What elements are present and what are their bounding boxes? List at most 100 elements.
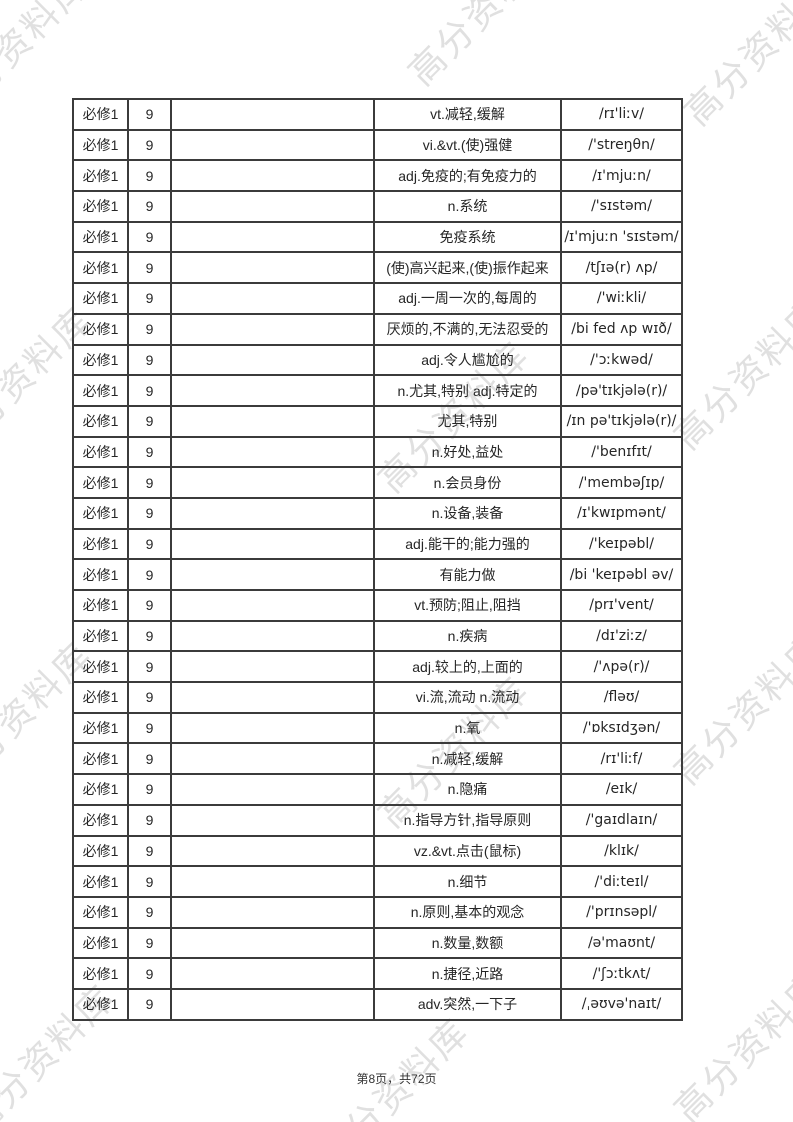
cell-phonetic: /'keɪpəbl/: [560, 527, 683, 561]
cell-meaning: vi.&vt.(使)强健: [373, 128, 562, 162]
cell-meaning: n.捷径,近路: [373, 957, 562, 990]
watermark: 高分资料库: [676, 0, 793, 134]
cell-unit: 9: [127, 650, 172, 684]
cell-book: 必修1: [72, 773, 129, 806]
cell-phonetic: /rɪ'liːf/: [560, 742, 683, 776]
cell-word: [170, 159, 375, 193]
cell-book: 必修1: [72, 650, 129, 684]
cell-meaning: adj.能干的;能力强的: [373, 527, 562, 561]
table-row: 必修1 9 尤其,特别 /ɪn pə'tɪkjələ(r)/: [72, 404, 683, 438]
cell-book: 必修1: [72, 404, 129, 438]
cell-book: 必修1: [72, 496, 129, 530]
cell-book: 必修1: [72, 803, 129, 837]
cell-word: [170, 895, 375, 929]
cell-word: [170, 220, 375, 254]
cell-word: [170, 803, 375, 837]
cell-book: 必修1: [72, 312, 129, 346]
cell-phonetic: /'ɒksɪdʒən/: [560, 711, 683, 745]
cell-meaning: n.会员身份: [373, 466, 562, 499]
cell-unit: 9: [127, 527, 172, 561]
table-row: 必修1 9 n.细节 /'diːteɪl/: [72, 865, 683, 898]
cell-phonetic: /'benɪfɪt/: [560, 435, 683, 469]
cell-word: [170, 128, 375, 162]
cell-book: 必修1: [72, 527, 129, 561]
cell-word: [170, 711, 375, 745]
cell-meaning: 免疫系统: [373, 220, 562, 254]
cell-word: [170, 343, 375, 377]
cell-meaning: adj.较上的,上面的: [373, 650, 562, 684]
cell-meaning: adj.免疫的;有免疫力的: [373, 159, 562, 193]
cell-phonetic: /'ʃɔːtkʌt/: [560, 957, 683, 990]
cell-book: 必修1: [72, 128, 129, 162]
cell-word: [170, 374, 375, 407]
cell-meaning: 厌烦的,不满的,无法忍受的: [373, 312, 562, 346]
cell-phonetic: /'ʌpə(r)/: [560, 650, 683, 684]
cell-phonetic: /klɪk/: [560, 834, 683, 868]
cell-phonetic: /'ɔːkwəd/: [560, 343, 683, 377]
cell-phonetic: /'gaɪdlaɪn/: [560, 803, 683, 837]
cell-book: 必修1: [72, 159, 129, 193]
cell-word: [170, 98, 375, 131]
table-row: 必修1 9 免疫系统 /ɪ'mjuːn 'sɪstəm/: [72, 220, 683, 254]
cell-unit: 9: [127, 742, 172, 776]
cell-book: 必修1: [72, 619, 129, 653]
cell-word: [170, 957, 375, 990]
cell-unit: 9: [127, 834, 172, 868]
cell-word: [170, 282, 375, 315]
cell-unit: 9: [127, 865, 172, 898]
cell-unit: 9: [127, 987, 172, 1021]
cell-meaning: 尤其,特别: [373, 404, 562, 438]
cell-unit: 9: [127, 957, 172, 990]
cell-meaning: n.系统: [373, 190, 562, 223]
cell-book: 必修1: [72, 466, 129, 499]
watermark: 高分资料库: [400, 0, 568, 94]
cell-phonetic: /'prɪnsəpl/: [560, 895, 683, 929]
cell-meaning: n.设备,装备: [373, 496, 562, 530]
cell-unit: 9: [127, 343, 172, 377]
cell-unit: 9: [127, 681, 172, 714]
cell-unit: 9: [127, 619, 172, 653]
cell-book: 必修1: [72, 589, 129, 622]
cell-book: 必修1: [72, 865, 129, 898]
cell-phonetic: /'diːteɪl/: [560, 865, 683, 898]
cell-book: 必修1: [72, 220, 129, 254]
cell-word: [170, 190, 375, 223]
cell-phonetic: /'streŋθn/: [560, 128, 683, 162]
cell-phonetic: /prɪ'vent/: [560, 589, 683, 622]
cell-unit: 9: [127, 496, 172, 530]
cell-meaning: vi.流,流动 n.流动: [373, 681, 562, 714]
cell-unit: 9: [127, 435, 172, 469]
cell-phonetic: /ɪn pə'tɪkjələ(r)/: [560, 404, 683, 438]
table-row: 必修1 9 vt.预防;阻止,阻挡 /prɪ'vent/: [72, 589, 683, 622]
cell-unit: 9: [127, 558, 172, 591]
cell-phonetic: /ɪ'mjuːn 'sɪstəm/: [560, 220, 683, 254]
cell-book: 必修1: [72, 343, 129, 377]
cell-unit: 9: [127, 711, 172, 745]
cell-meaning: (使)高兴起来,(使)振作起来: [373, 251, 562, 285]
cell-meaning: n.隐痛: [373, 773, 562, 806]
table-row: 必修1 9 adv.突然,一下子 /ˌəʊvə'naɪt/: [72, 987, 683, 1021]
table-row: 必修1 9 n.系统 /'sɪstəm/: [72, 190, 683, 223]
cell-word: [170, 466, 375, 499]
table-row: 必修1 9 n.数量,数额 /ə'maʊnt/: [72, 926, 683, 960]
table-row: 必修1 9 adj.令人尴尬的 /'ɔːkwəd/: [72, 343, 683, 377]
page-footer: 第8页，共72页: [356, 1072, 437, 1086]
cell-book: 必修1: [72, 251, 129, 285]
cell-meaning: 有能力做: [373, 558, 562, 591]
cell-unit: 9: [127, 803, 172, 837]
cell-phonetic: /fləʊ/: [560, 681, 683, 714]
table-row: 必修1 9 n.设备,装备 /ɪ'kwɪpmənt/: [72, 496, 683, 530]
cell-unit: 9: [127, 374, 172, 407]
cell-unit: 9: [127, 190, 172, 223]
cell-phonetic: /bi fed ʌp wɪð/: [560, 312, 683, 346]
cell-phonetic: /tʃɪə(r) ʌp/: [560, 251, 683, 285]
table-row: 必修1 9 n.减轻,缓解 /rɪ'liːf/: [72, 742, 683, 776]
cell-book: 必修1: [72, 435, 129, 469]
cell-unit: 9: [127, 926, 172, 960]
cell-unit: 9: [127, 159, 172, 193]
table-row: 必修1 9 n.氧 /'ɒksɪdʒən/: [72, 711, 683, 745]
cell-unit: 9: [127, 589, 172, 622]
cell-word: [170, 589, 375, 622]
cell-unit: 9: [127, 220, 172, 254]
table-row: 必修1 9 adj.免疫的;有免疫力的 /ɪ'mjuːn/: [72, 159, 683, 193]
